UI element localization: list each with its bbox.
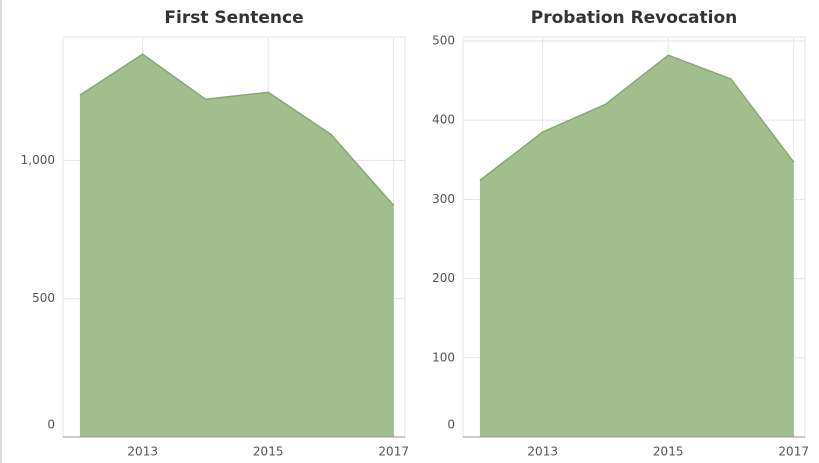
x-tick-label: 2015 — [253, 445, 284, 459]
y-tick-label: 100 — [432, 350, 455, 364]
area — [479, 55, 794, 437]
x-tick-label: 2013 — [527, 445, 558, 459]
y-tick-label: 200 — [432, 271, 455, 285]
area — [79, 54, 394, 438]
y-tick-label: 0 — [447, 418, 455, 432]
y-tick-label: 400 — [432, 113, 455, 127]
y-tick-label: 500 — [432, 33, 455, 47]
x-tick-label: 2015 — [653, 445, 684, 459]
x-tick-label: 2013 — [127, 445, 158, 459]
y-tick-label: 1,000 — [21, 153, 55, 167]
y-tick-label: 0 — [47, 418, 55, 432]
x-tick-label: 2017 — [378, 445, 409, 459]
area-line — [79, 53, 395, 206]
chart-title: First Sentence — [164, 8, 303, 28]
y-tick-label: 500 — [32, 291, 55, 305]
area-line — [479, 54, 795, 181]
y-tick-label: 300 — [432, 192, 455, 206]
x-tick-label: 2017 — [778, 445, 809, 459]
chart-title: Probation Revocation — [531, 8, 737, 28]
